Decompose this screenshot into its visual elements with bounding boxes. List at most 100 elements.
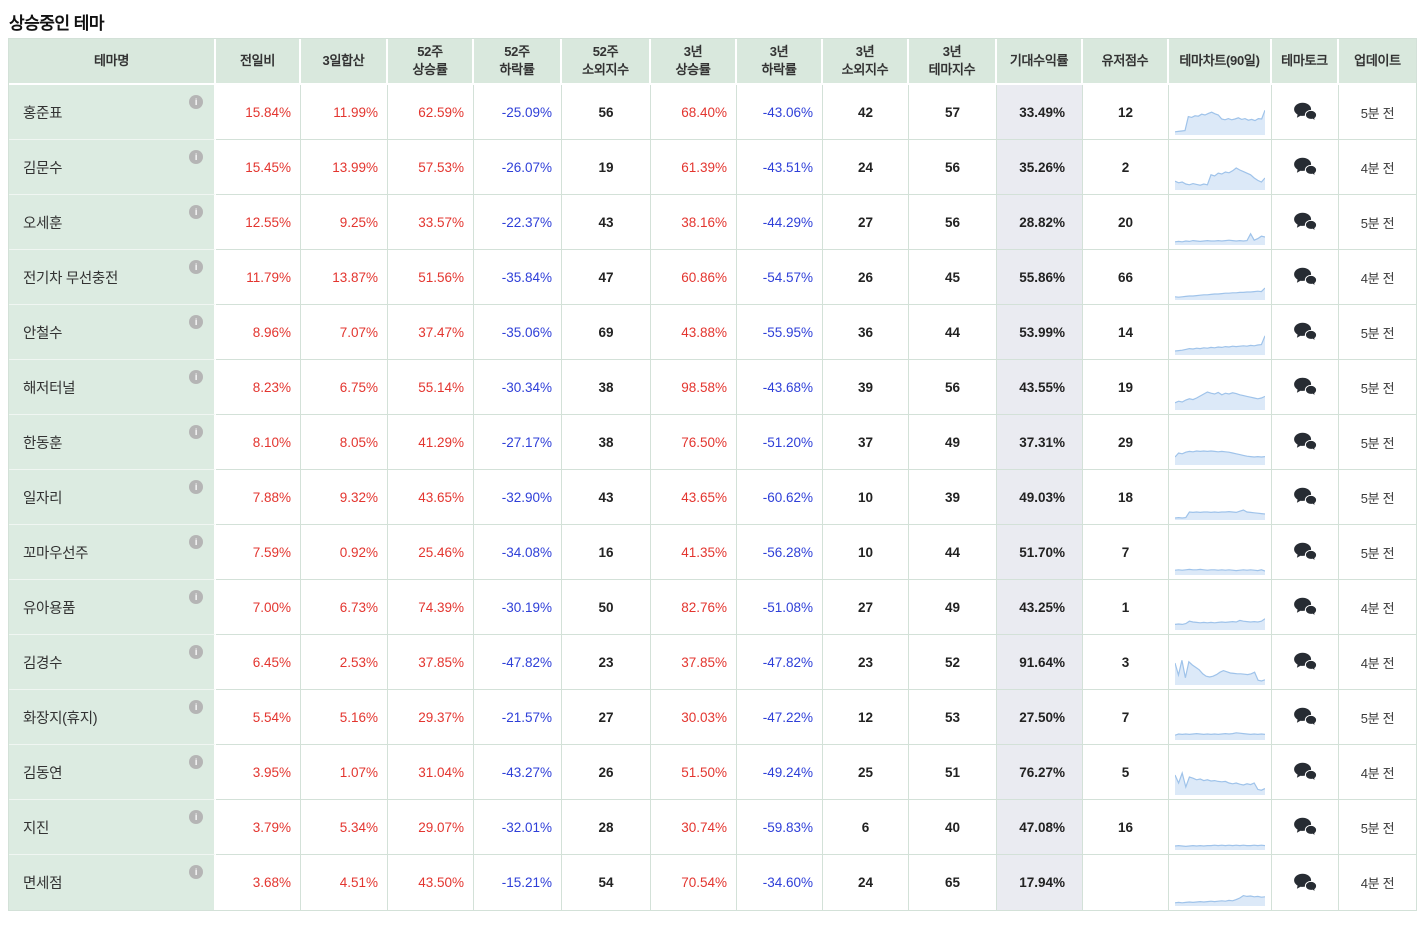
theme-name-cell[interactable]: 김문수 i [9, 140, 216, 195]
theme-name-link[interactable]: 김문수 [23, 160, 63, 177]
theme-name-cell[interactable]: 김동연 i [9, 745, 216, 800]
info-icon[interactable]: i [189, 755, 203, 769]
cell-neglect-52w: 19 [562, 140, 651, 195]
theme-name-link[interactable]: 전기차 무선충전 [23, 270, 119, 287]
speech-bubbles-icon[interactable] [1293, 487, 1318, 507]
cell-change-1d: 11.79% [216, 250, 301, 305]
info-icon[interactable]: i [189, 425, 203, 439]
header-theme-talk: 테마토크 [1272, 39, 1339, 85]
cell-theme-talk[interactable] [1272, 855, 1339, 910]
speech-bubbles-icon[interactable] [1293, 267, 1318, 287]
cell-theme-talk[interactable] [1272, 305, 1339, 360]
theme-name-link[interactable]: 홍준표 [23, 105, 63, 122]
theme-name-cell[interactable]: 일자리 i [9, 470, 216, 525]
info-icon[interactable]: i [189, 315, 203, 329]
cell-theme-talk[interactable] [1272, 85, 1339, 140]
speech-bubbles-icon[interactable] [1293, 432, 1318, 452]
speech-bubbles-icon[interactable] [1293, 652, 1318, 672]
cell-fall-52w: -22.37% [474, 195, 562, 250]
info-icon[interactable]: i [189, 260, 203, 274]
cell-theme-talk[interactable] [1272, 580, 1339, 635]
speech-bubbles-icon[interactable] [1293, 377, 1318, 397]
cell-rise-3y: 37.85% [651, 635, 737, 690]
cell-rise-52w: 37.85% [388, 635, 474, 690]
info-icon[interactable]: i [189, 150, 203, 164]
speech-bubbles-icon[interactable] [1293, 542, 1318, 562]
cell-theme-talk[interactable] [1272, 360, 1339, 415]
theme-name-link[interactable]: 꼬마우선주 [23, 545, 89, 562]
cell-updated: 4분 전 [1339, 250, 1416, 305]
cell-theme-talk[interactable] [1272, 690, 1339, 745]
cell-theme-talk[interactable] [1272, 140, 1339, 195]
cell-fall-3y: -54.57% [737, 250, 823, 305]
speech-bubbles-icon[interactable] [1293, 873, 1318, 893]
cell-fall-52w: -34.08% [474, 525, 562, 580]
theme-name-cell[interactable]: 전기차 무선충전 i [9, 250, 216, 305]
theme-name-cell[interactable]: 김경수 i [9, 635, 216, 690]
speech-bubbles-icon[interactable] [1293, 817, 1318, 837]
cell-theme-talk[interactable] [1272, 250, 1339, 305]
speech-bubbles-icon[interactable] [1293, 102, 1318, 122]
theme-name-link[interactable]: 김경수 [23, 655, 63, 672]
cell-rise-52w: 31.04% [388, 745, 474, 800]
info-icon[interactable]: i [189, 865, 203, 879]
theme-name-cell[interactable]: 해저터널 i [9, 360, 216, 415]
cell-theme-talk[interactable] [1272, 415, 1339, 470]
table-row: 꼬마우선주 i 7.59% 0.92% 25.46% -34.08% 16 41… [9, 525, 1416, 580]
theme-name-cell[interactable]: 홍준표 i [9, 85, 216, 140]
theme-name-link[interactable]: 지진 [23, 820, 50, 837]
cell-fall-3y: -51.08% [737, 580, 823, 635]
speech-bubbles-icon[interactable] [1293, 322, 1318, 342]
theme-name-cell[interactable]: 꼬마우선주 i [9, 525, 216, 580]
cell-theme-talk[interactable] [1272, 800, 1339, 855]
cell-theme-talk[interactable] [1272, 745, 1339, 800]
theme-name-cell[interactable]: 면세점 i [9, 855, 216, 910]
info-icon[interactable]: i [189, 370, 203, 384]
speech-bubbles-icon[interactable] [1293, 597, 1318, 617]
speech-bubbles-icon[interactable] [1293, 157, 1318, 177]
theme-name-link[interactable]: 면세점 [23, 876, 63, 892]
info-icon[interactable]: i [189, 810, 203, 824]
cell-neglect-3y: 27 [823, 580, 909, 635]
sparkline-area-chart [1175, 755, 1265, 795]
speech-bubbles-icon[interactable] [1293, 212, 1318, 232]
theme-name-cell[interactable]: 유아용품 i [9, 580, 216, 635]
info-icon[interactable]: i [189, 205, 203, 219]
info-icon[interactable]: i [189, 700, 203, 714]
cell-change-1d: 7.59% [216, 525, 301, 580]
cell-updated: 4분 전 [1339, 745, 1416, 800]
speech-bubbles-icon[interactable] [1293, 707, 1318, 727]
cell-theme-talk[interactable] [1272, 635, 1339, 690]
theme-name-cell[interactable]: 지진 i [9, 800, 216, 855]
cell-neglect-52w: 16 [562, 525, 651, 580]
cell-rise-52w: 25.46% [388, 525, 474, 580]
theme-name-cell[interactable]: 한동훈 i [9, 415, 216, 470]
cell-theme-talk[interactable] [1272, 195, 1339, 250]
cell-theme-talk[interactable] [1272, 470, 1339, 525]
cell-theme-index-3y: 52 [909, 635, 997, 690]
theme-name-link[interactable]: 안철수 [23, 325, 63, 342]
theme-name-link[interactable]: 해저터널 [23, 380, 76, 397]
theme-name-cell[interactable]: 화장지(휴지) i [9, 690, 216, 745]
theme-name-cell[interactable]: 안철수 i [9, 305, 216, 360]
theme-name-link[interactable]: 화장지(휴지) [23, 710, 98, 727]
cell-neglect-3y: 23 [823, 635, 909, 690]
theme-name-link[interactable]: 김동연 [23, 765, 63, 782]
info-icon[interactable]: i [189, 645, 203, 659]
theme-name-link[interactable]: 유아용품 [23, 600, 76, 617]
header-neglect-3y: 3년 소외지수 [823, 39, 909, 85]
info-icon[interactable]: i [189, 590, 203, 604]
theme-name-link[interactable]: 한동훈 [23, 435, 63, 452]
cell-fall-52w: -26.07% [474, 140, 562, 195]
cell-fall-52w: -30.34% [474, 360, 562, 415]
theme-name-link[interactable]: 오세훈 [23, 215, 63, 232]
theme-name-link[interactable]: 일자리 [23, 490, 63, 507]
info-icon[interactable]: i [189, 535, 203, 549]
speech-bubbles-icon[interactable] [1293, 762, 1318, 782]
cell-neglect-3y: 37 [823, 415, 909, 470]
theme-name-cell[interactable]: 오세훈 i [9, 195, 216, 250]
cell-theme-talk[interactable] [1272, 525, 1339, 580]
info-icon[interactable]: i [189, 95, 203, 109]
info-icon[interactable]: i [189, 480, 203, 494]
sparkline-area-chart [1175, 535, 1265, 575]
